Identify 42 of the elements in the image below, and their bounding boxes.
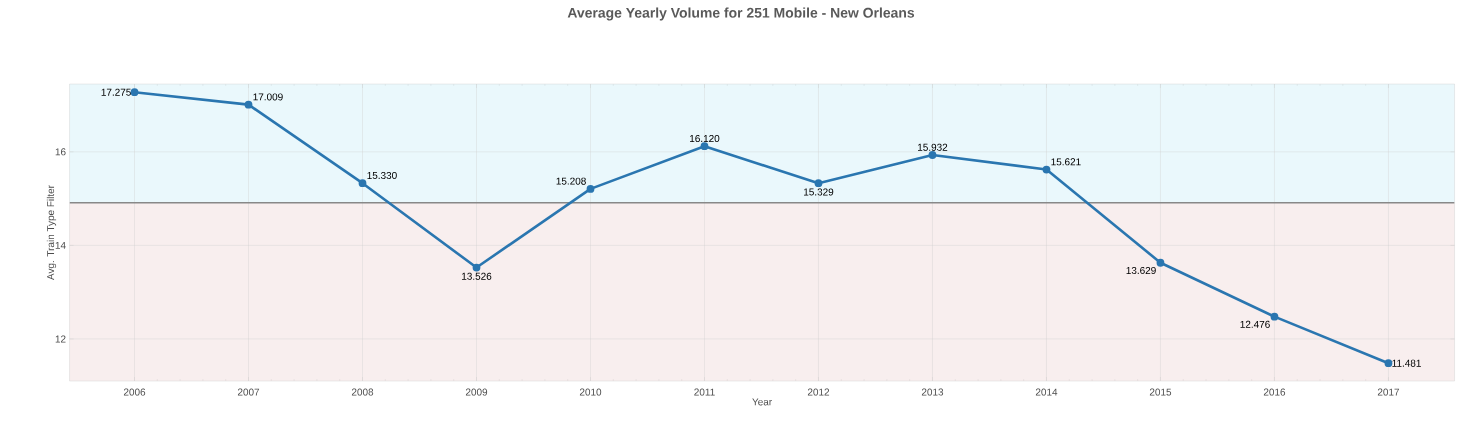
- x-tick-label: 2012: [807, 388, 830, 396]
- chart-title: Average Yearly Volume for 251 Mobile - New Orleans: [567, 7, 915, 21]
- data-label: 13.526: [462, 272, 492, 280]
- data-label: 15.329: [804, 188, 834, 196]
- data-label: 13.629: [1126, 266, 1156, 274]
- y-tick-label: 12: [55, 335, 66, 343]
- point: [1270, 312, 1279, 321]
- data-label: 16.120: [690, 134, 720, 143]
- data-label: 11.481: [1392, 359, 1421, 367]
- point: [1156, 258, 1165, 267]
- x-tick-label: 2009: [465, 388, 488, 396]
- x-tick-label: 2014: [1035, 388, 1058, 396]
- x-tick-label: 2011: [694, 388, 715, 396]
- point: [244, 100, 253, 109]
- point: [130, 88, 139, 97]
- x-tick-label: 2006: [123, 388, 146, 396]
- y-tick-label: 14: [55, 241, 66, 249]
- data-label: 15.932: [918, 143, 948, 151]
- data-label: 15.208: [556, 177, 586, 185]
- y-axis-title: Avg. Train Type Filter: [46, 185, 57, 281]
- data-label: 17.275: [101, 88, 131, 96]
- data-label: 17.009: [253, 93, 283, 101]
- x-tick-label: 2010: [579, 388, 602, 396]
- data-label: 15.621: [1051, 158, 1081, 166]
- y-tick-label: 16: [55, 148, 66, 156]
- point: [586, 184, 595, 193]
- x-axis-title: Year: [752, 398, 772, 406]
- x-tick-label: 2013: [921, 388, 944, 396]
- point: [928, 151, 937, 159]
- data-label: 15.330: [367, 171, 397, 179]
- x-tick-label: 2017: [1377, 388, 1400, 396]
- point: [358, 179, 367, 188]
- point: [472, 263, 481, 272]
- x-tick-label: 2008: [351, 388, 374, 396]
- x-tick-label: 2016: [1263, 388, 1286, 396]
- data-label: 12.476: [1240, 320, 1270, 328]
- point: [1384, 359, 1393, 368]
- point: [1042, 165, 1051, 174]
- point: [814, 179, 823, 188]
- x-tick-label: 2015: [1149, 388, 1172, 396]
- x-tick-label: 2007: [237, 388, 260, 396]
- point: [700, 142, 709, 151]
